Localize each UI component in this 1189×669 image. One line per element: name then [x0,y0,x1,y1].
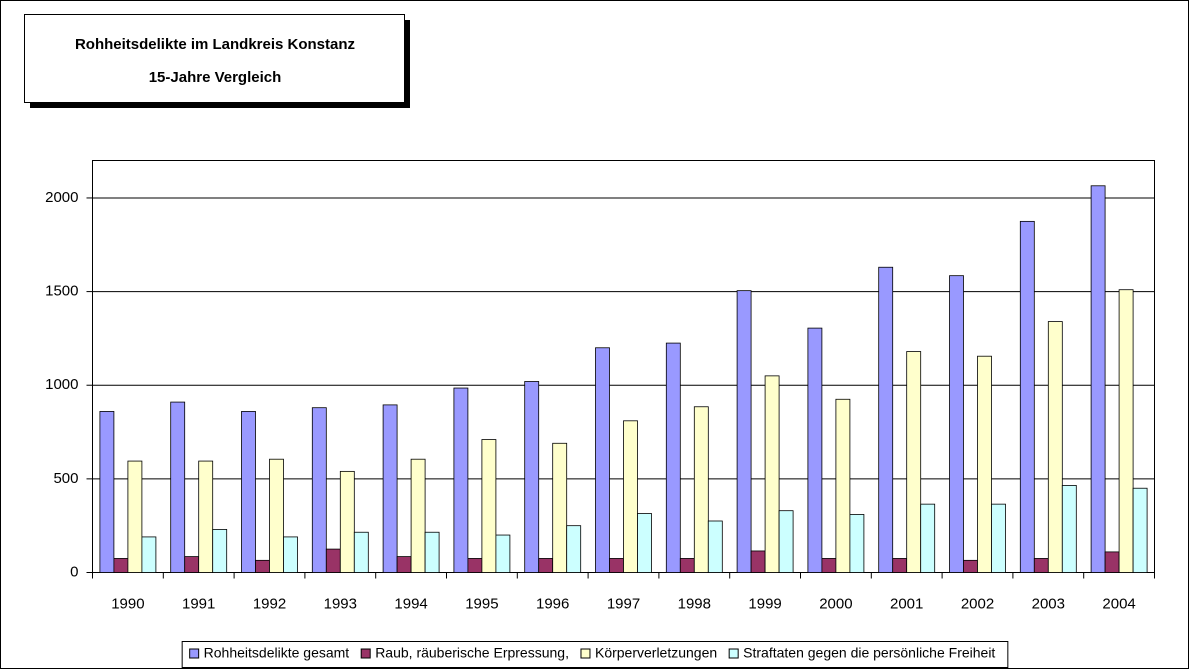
bar [1033,558,1049,573]
bar [835,398,851,573]
bar [396,556,412,573]
bar [325,548,341,573]
bar [424,531,440,573]
bar [849,514,865,573]
bar [1047,321,1063,573]
bar [241,411,256,573]
bar [707,520,723,573]
bar [255,559,270,573]
bar [382,404,398,573]
bar [778,510,794,573]
bar [991,503,1006,573]
legend-label: Straftaten gegen die persönliche Freihei… [743,645,995,661]
bar [906,351,922,573]
bar [184,556,200,573]
x-tick-label: 1993 [324,595,357,612]
legend-box [181,641,1009,668]
bar [679,558,695,573]
x-tick-label: 2003 [1032,595,1065,612]
bar [566,525,582,573]
x-tick-label: 1994 [394,595,427,612]
x-tick-label: 1995 [465,595,498,612]
bar [212,529,228,573]
bar [127,460,143,573]
x-tick-label: 1997 [607,595,640,612]
x-tick-label: 1990 [111,595,144,612]
bar [750,550,766,573]
bar [637,513,652,573]
bar [1104,551,1120,573]
x-tick-label: 1998 [678,595,711,612]
bar [353,531,369,573]
bar [113,558,129,573]
legend-label: Körperverletzungen [595,645,717,661]
bar [269,458,284,573]
bar [467,558,483,573]
y-tick-label: 1500 [45,283,78,300]
bar [1132,487,1148,573]
x-tick-label: 1996 [536,595,569,612]
title-box [24,14,405,103]
bar [807,327,823,573]
chart-subtitle: 15-Jahre Vergleich [149,69,282,86]
bar [963,559,978,573]
legend-swatch [360,648,371,659]
bar [764,375,780,573]
x-tick-label: 1992 [253,595,286,612]
bar [609,558,624,573]
x-tick-label: 2002 [961,595,994,612]
legend-swatch [189,648,200,659]
bar [198,460,214,573]
bar [141,536,157,573]
bar [878,266,894,573]
bar [524,381,540,573]
legend-swatch [580,648,591,659]
legend-label: Rohheitsdelikte gesamt [204,645,350,661]
bar [1061,485,1077,573]
legend: Rohheitsdelikte gesamt Raub, räuberische … [181,641,1009,668]
bar [453,387,469,573]
bar [821,558,837,573]
bar [1090,185,1106,573]
bar [339,470,355,573]
bar [623,420,638,573]
bar [410,458,426,573]
bar [495,534,511,573]
x-tick-label: 1991 [182,595,215,612]
bar [481,439,497,573]
bar [170,401,186,573]
bar [736,290,752,573]
y-tick-label: 500 [53,470,78,487]
chart-title: Rohheitsdelikte im Landkreis Konstanz [75,36,355,53]
bar [949,275,964,573]
x-tick-label: 2001 [890,595,923,612]
bar [920,503,936,573]
y-tick-label: 1000 [45,376,78,393]
bar [99,411,115,573]
bar [977,355,992,573]
x-tick-label: 2000 [819,595,852,612]
bar [595,347,610,573]
legend-label: Raub, räuberische Erpressung, [375,645,569,661]
bar [311,407,327,573]
y-tick-label: 0 [70,563,78,580]
y-tick-label: 2000 [45,189,78,206]
bar [1019,220,1035,573]
x-tick-label: 2004 [1102,595,1135,612]
x-tick-label: 1999 [748,595,781,612]
bar [693,406,709,573]
legend-swatch [728,648,739,659]
bar [538,558,554,573]
bar [283,536,298,573]
bar [1118,289,1134,573]
bar [665,342,681,573]
bar [892,558,908,573]
bar [552,442,568,573]
